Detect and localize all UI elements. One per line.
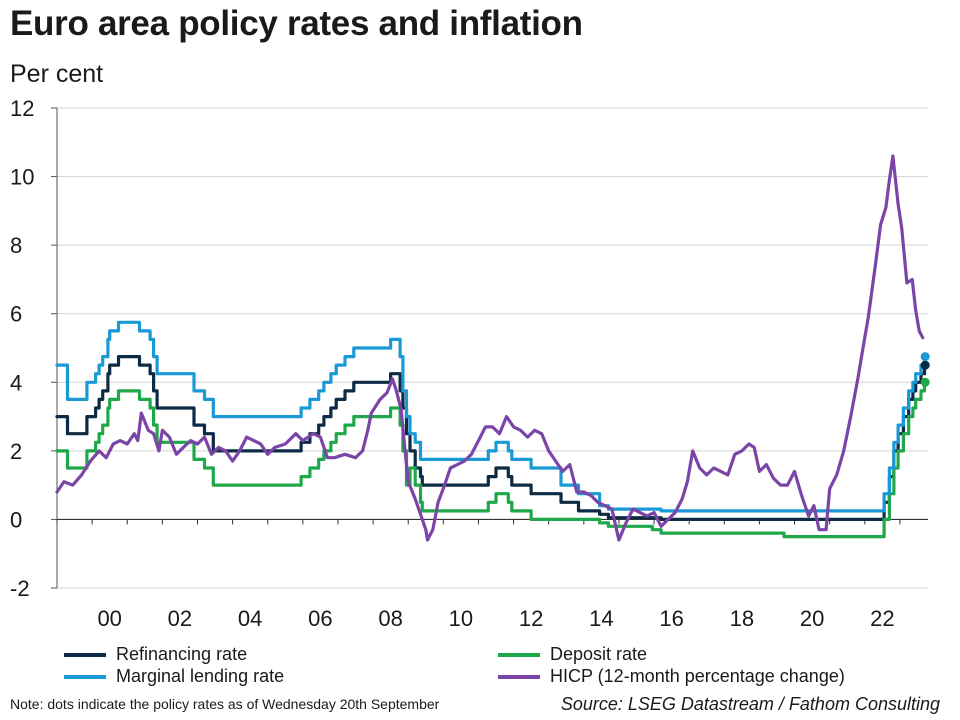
- x-tick-label: 00: [97, 606, 121, 631]
- y-tick-label: 12: [10, 96, 34, 121]
- y-tick-label: 2: [10, 439, 22, 464]
- end-dot-deposit: [920, 377, 930, 387]
- series-lines: [55, 154, 927, 542]
- legend-swatch-hicp: [498, 675, 540, 679]
- end-dot-refinancing: [920, 360, 930, 370]
- legend-label-hicp: HICP (12-month percentage change): [550, 666, 845, 686]
- x-axis-ticks: 00 02 04 06 08 10 12 14 16 18 20 22: [56, 519, 901, 631]
- y-tick-label: 10: [10, 165, 34, 190]
- y-axis-unit-label: Per cent: [10, 60, 104, 88]
- x-tick-label: 18: [730, 606, 754, 631]
- series-line-refinancing: [55, 355, 927, 521]
- legend-label-marginal-lending: Marginal lending rate: [116, 666, 285, 686]
- x-tick-label: 22: [870, 606, 894, 631]
- series-line-marginal-lending: [55, 320, 927, 513]
- gridlines: [57, 107, 928, 589]
- x-tick-label: 14: [589, 606, 613, 631]
- x-tick-label: 12: [519, 606, 543, 631]
- legend-swatch-marginal-lending: [64, 675, 106, 679]
- end-dot-marginal-lending: [920, 352, 930, 362]
- x-tick-label: 16: [659, 606, 683, 631]
- footnote: Note: dots indicate the policy rates as …: [10, 696, 440, 712]
- x-tick-label: 08: [378, 606, 402, 631]
- x-tick-label: 10: [449, 606, 473, 631]
- y-tick-label: 0: [10, 507, 22, 532]
- chart-title: Euro area policy rates and inflation: [10, 4, 583, 43]
- x-tick-label: 06: [308, 606, 332, 631]
- y-tick-label: 4: [10, 370, 22, 395]
- x-tick-label: 04: [238, 606, 262, 631]
- y-tick-label: -2: [10, 576, 30, 601]
- legend-label-refinancing: Refinancing rate: [116, 644, 248, 664]
- x-tick-label: 02: [168, 606, 192, 631]
- series-line-hicp: [55, 154, 925, 542]
- source-credit: Source: LSEG Datastream / Fathom Consult…: [560, 694, 940, 714]
- legend-label-deposit: Deposit rate: [550, 644, 648, 664]
- y-tick-label: 8: [10, 233, 22, 258]
- legend-swatch-refinancing: [64, 653, 106, 657]
- y-tick-label: 6: [10, 302, 22, 327]
- legend-swatch-deposit: [498, 653, 540, 657]
- series-line-deposit: [55, 380, 927, 539]
- end-dots: [920, 352, 930, 387]
- x-tick-label: 20: [800, 606, 824, 631]
- y-axis-ticks: -2 0 2 4 6 8 10 12: [10, 96, 57, 601]
